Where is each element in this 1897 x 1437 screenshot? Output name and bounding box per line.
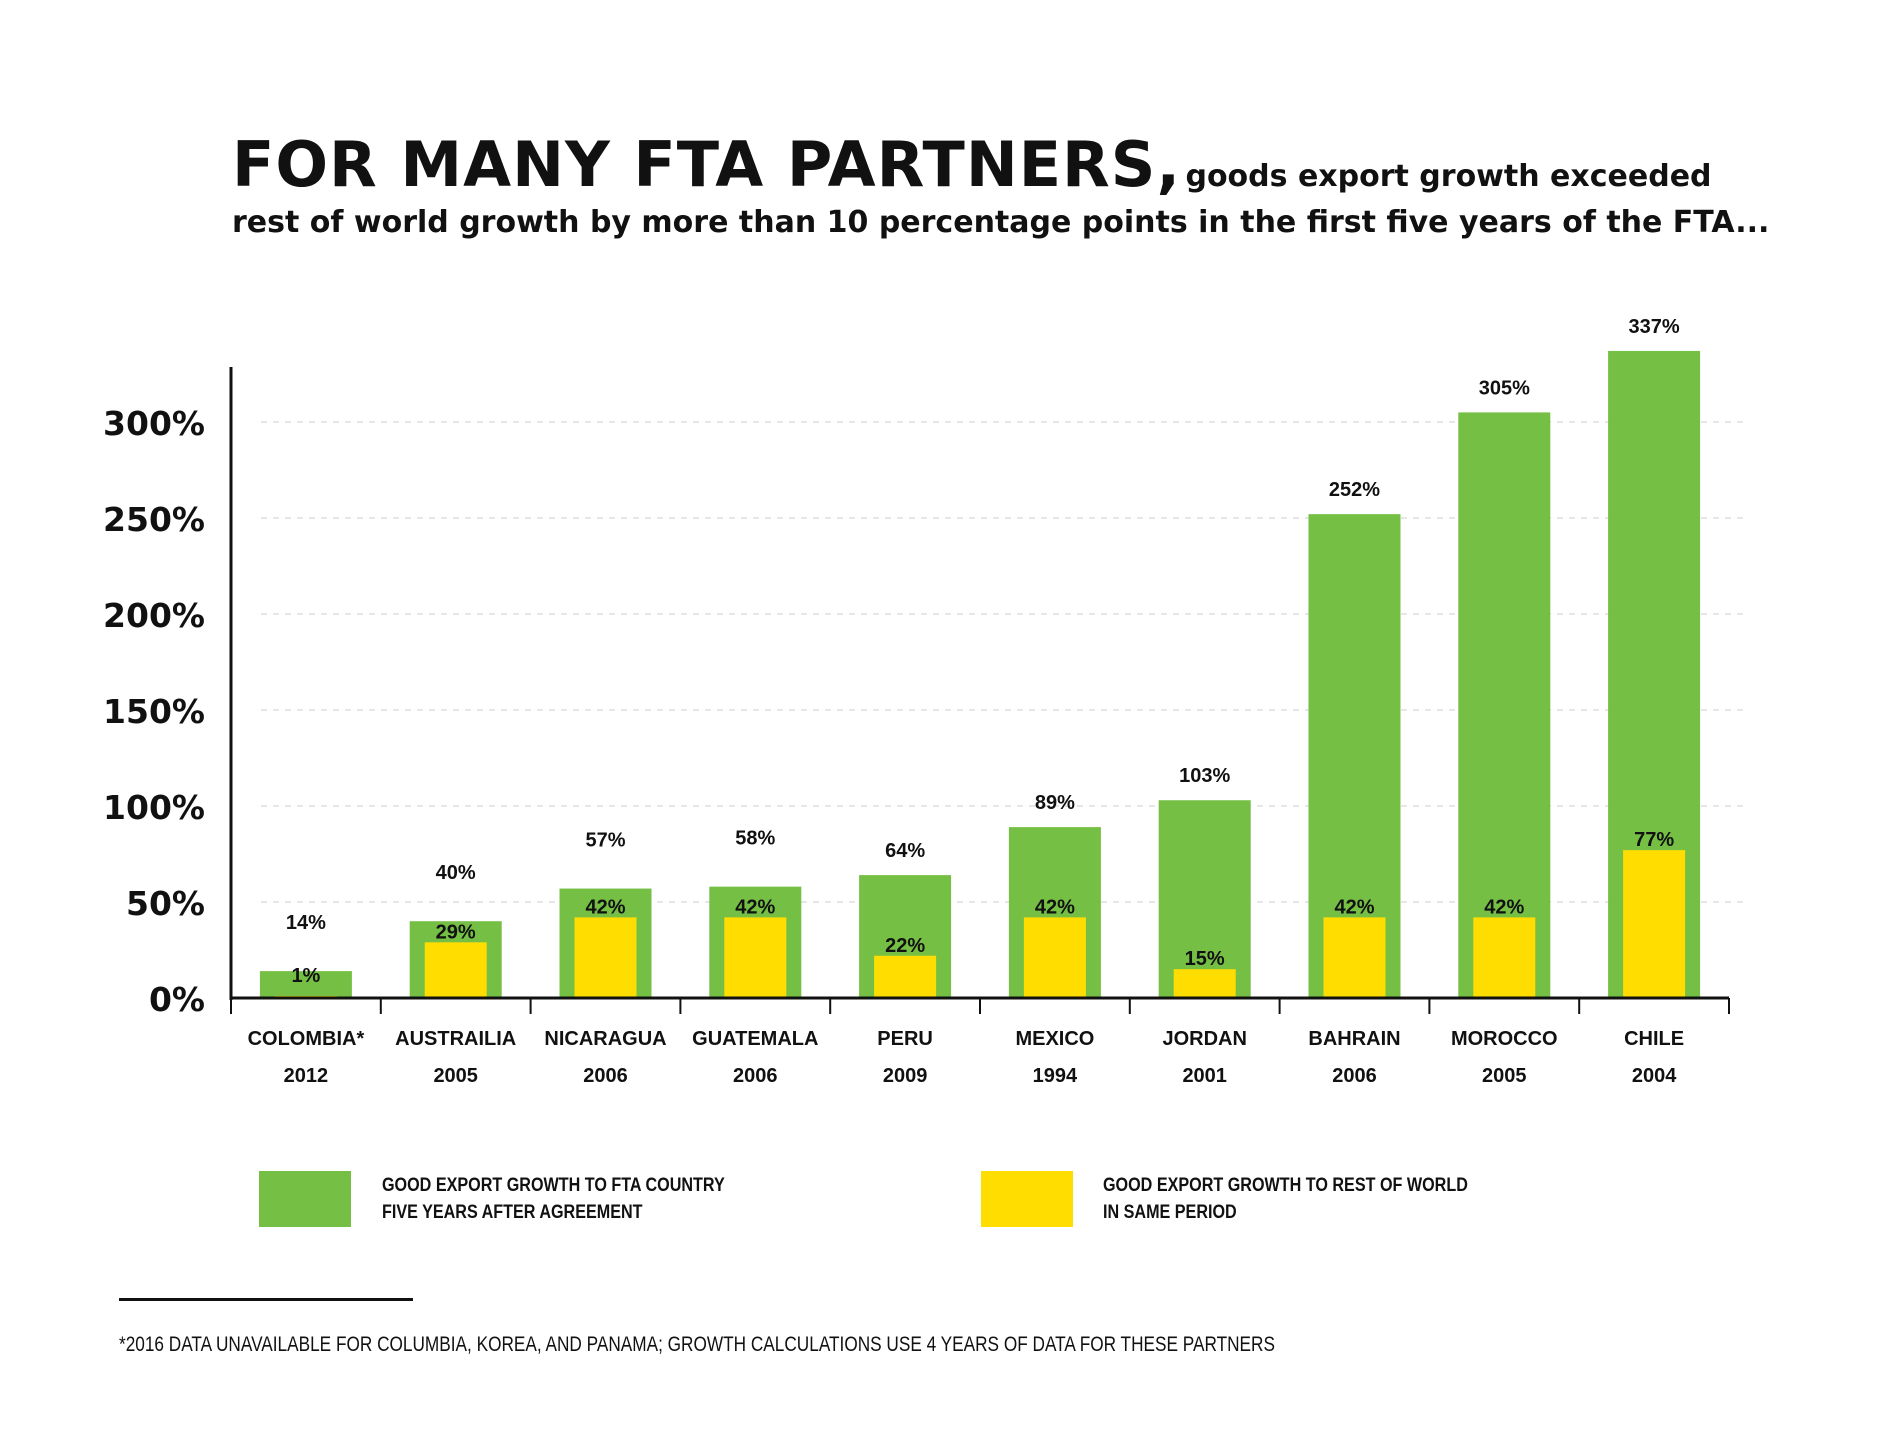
bar-rest-of-world	[1623, 850, 1686, 998]
footnote-divider	[119, 1298, 413, 1301]
y-tick-label: 300%	[103, 404, 205, 443]
legend-line: GOOD EXPORT GROWTH TO REST OF WORLD	[1103, 1175, 1468, 1196]
x-tick-label: COLOMBIA*	[248, 1028, 365, 1050]
bar-rest-of-world	[874, 955, 937, 998]
bar-fta	[259, 971, 352, 998]
x-tick-label: PERU	[877, 1028, 933, 1050]
legend-label-fta: GOOD EXPORT GROWTH TO FTA COUNTRY FIVE Y…	[382, 1172, 725, 1226]
data-label-rest-of-world: 77%	[1634, 829, 1674, 851]
data-label-fta: 57%	[585, 830, 625, 852]
data-label-rest-of-world: 22%	[885, 935, 925, 957]
x-tick-year: 2009	[883, 1065, 928, 1087]
legend-line: IN SAME PERIOD	[1103, 1202, 1237, 1223]
bar-rest-of-world	[1473, 917, 1536, 998]
x-tick-year: 2006	[1332, 1065, 1377, 1087]
bar-rest-of-world	[724, 917, 787, 998]
y-tick-label: 50%	[126, 884, 205, 923]
x-tick-year: 2005	[1482, 1065, 1527, 1087]
data-label-fta: 103%	[1179, 765, 1230, 787]
chart-title: FOR MANY FTA PARTNERS, goods export grow…	[232, 128, 1712, 201]
bar-fta	[1458, 412, 1551, 998]
x-tick-year: 2006	[733, 1065, 778, 1087]
legend-line: FIVE YEARS AFTER AGREEMENT	[382, 1202, 643, 1223]
data-label-rest-of-world: 15%	[1185, 948, 1225, 970]
data-label-rest-of-world: 42%	[1035, 896, 1075, 918]
data-label-fta: 64%	[885, 840, 925, 862]
title-main: FOR MANY FTA PARTNERS,	[232, 128, 1182, 201]
data-label-rest-of-world: 29%	[436, 921, 476, 943]
data-label-rest-of-world: 42%	[735, 896, 775, 918]
title-rest: goods export growth exceeded	[1185, 159, 1712, 194]
bar-rest-of-world	[424, 942, 487, 998]
bar-fta	[1158, 800, 1251, 998]
bar-rest-of-world	[1323, 917, 1386, 998]
data-label-fta: 58%	[735, 828, 775, 850]
data-label-fta: 337%	[1629, 316, 1680, 338]
y-tick-label: 150%	[103, 692, 205, 731]
x-tick-year: 1994	[1033, 1065, 1078, 1087]
y-tick-label: 100%	[103, 788, 205, 827]
legend-label-rest-of-world: GOOD EXPORT GROWTH TO REST OF WORLD IN S…	[1103, 1172, 1468, 1226]
x-tick-year: 2004	[1632, 1065, 1677, 1087]
data-label-fta: 14%	[286, 912, 326, 934]
x-tick-year: 2006	[583, 1065, 628, 1087]
data-label-fta: 305%	[1479, 377, 1530, 399]
y-tick-label: 250%	[103, 500, 205, 539]
x-tick-year: 2001	[1182, 1065, 1227, 1087]
x-tick-label: GUATEMALA	[692, 1028, 818, 1050]
data-label-rest-of-world: 42%	[585, 896, 625, 918]
x-tick-label: CHILE	[1624, 1028, 1684, 1050]
legend-swatch-rest-of-world	[981, 1171, 1073, 1227]
x-tick-label: MOROCCO	[1451, 1028, 1558, 1050]
legend-swatch-fta	[259, 1171, 351, 1227]
data-label-fta: 40%	[436, 862, 476, 884]
data-label-rest-of-world: 42%	[1334, 896, 1374, 918]
data-label-fta: 89%	[1035, 792, 1075, 814]
data-label-rest-of-world: 1%	[291, 965, 320, 987]
y-tick-label: 0%	[149, 980, 205, 1019]
x-tick-label: NICARAGUA	[544, 1028, 666, 1050]
data-label-fta: 252%	[1329, 479, 1380, 501]
y-tick-label: 200%	[103, 596, 205, 635]
x-tick-label: BAHRAIN	[1308, 1028, 1400, 1050]
x-tick-label: AUSTRAILIA	[395, 1028, 516, 1050]
data-label-rest-of-world: 42%	[1484, 896, 1524, 918]
chart-subtitle: rest of world growth by more than 10 per…	[232, 205, 1770, 240]
x-tick-label: MEXICO	[1015, 1028, 1094, 1050]
bar-rest-of-world	[574, 917, 637, 998]
x-tick-year: 2005	[433, 1065, 478, 1087]
legend-line: GOOD EXPORT GROWTH TO FTA COUNTRY	[382, 1175, 725, 1196]
bar-rest-of-world	[1173, 969, 1236, 998]
bar-rest-of-world	[1023, 917, 1086, 998]
x-tick-label: JORDAN	[1162, 1028, 1246, 1050]
footnote: *2016 DATA UNAVAILABLE FOR COLUMBIA, KOR…	[119, 1333, 1275, 1356]
x-tick-year: 2012	[284, 1065, 329, 1087]
